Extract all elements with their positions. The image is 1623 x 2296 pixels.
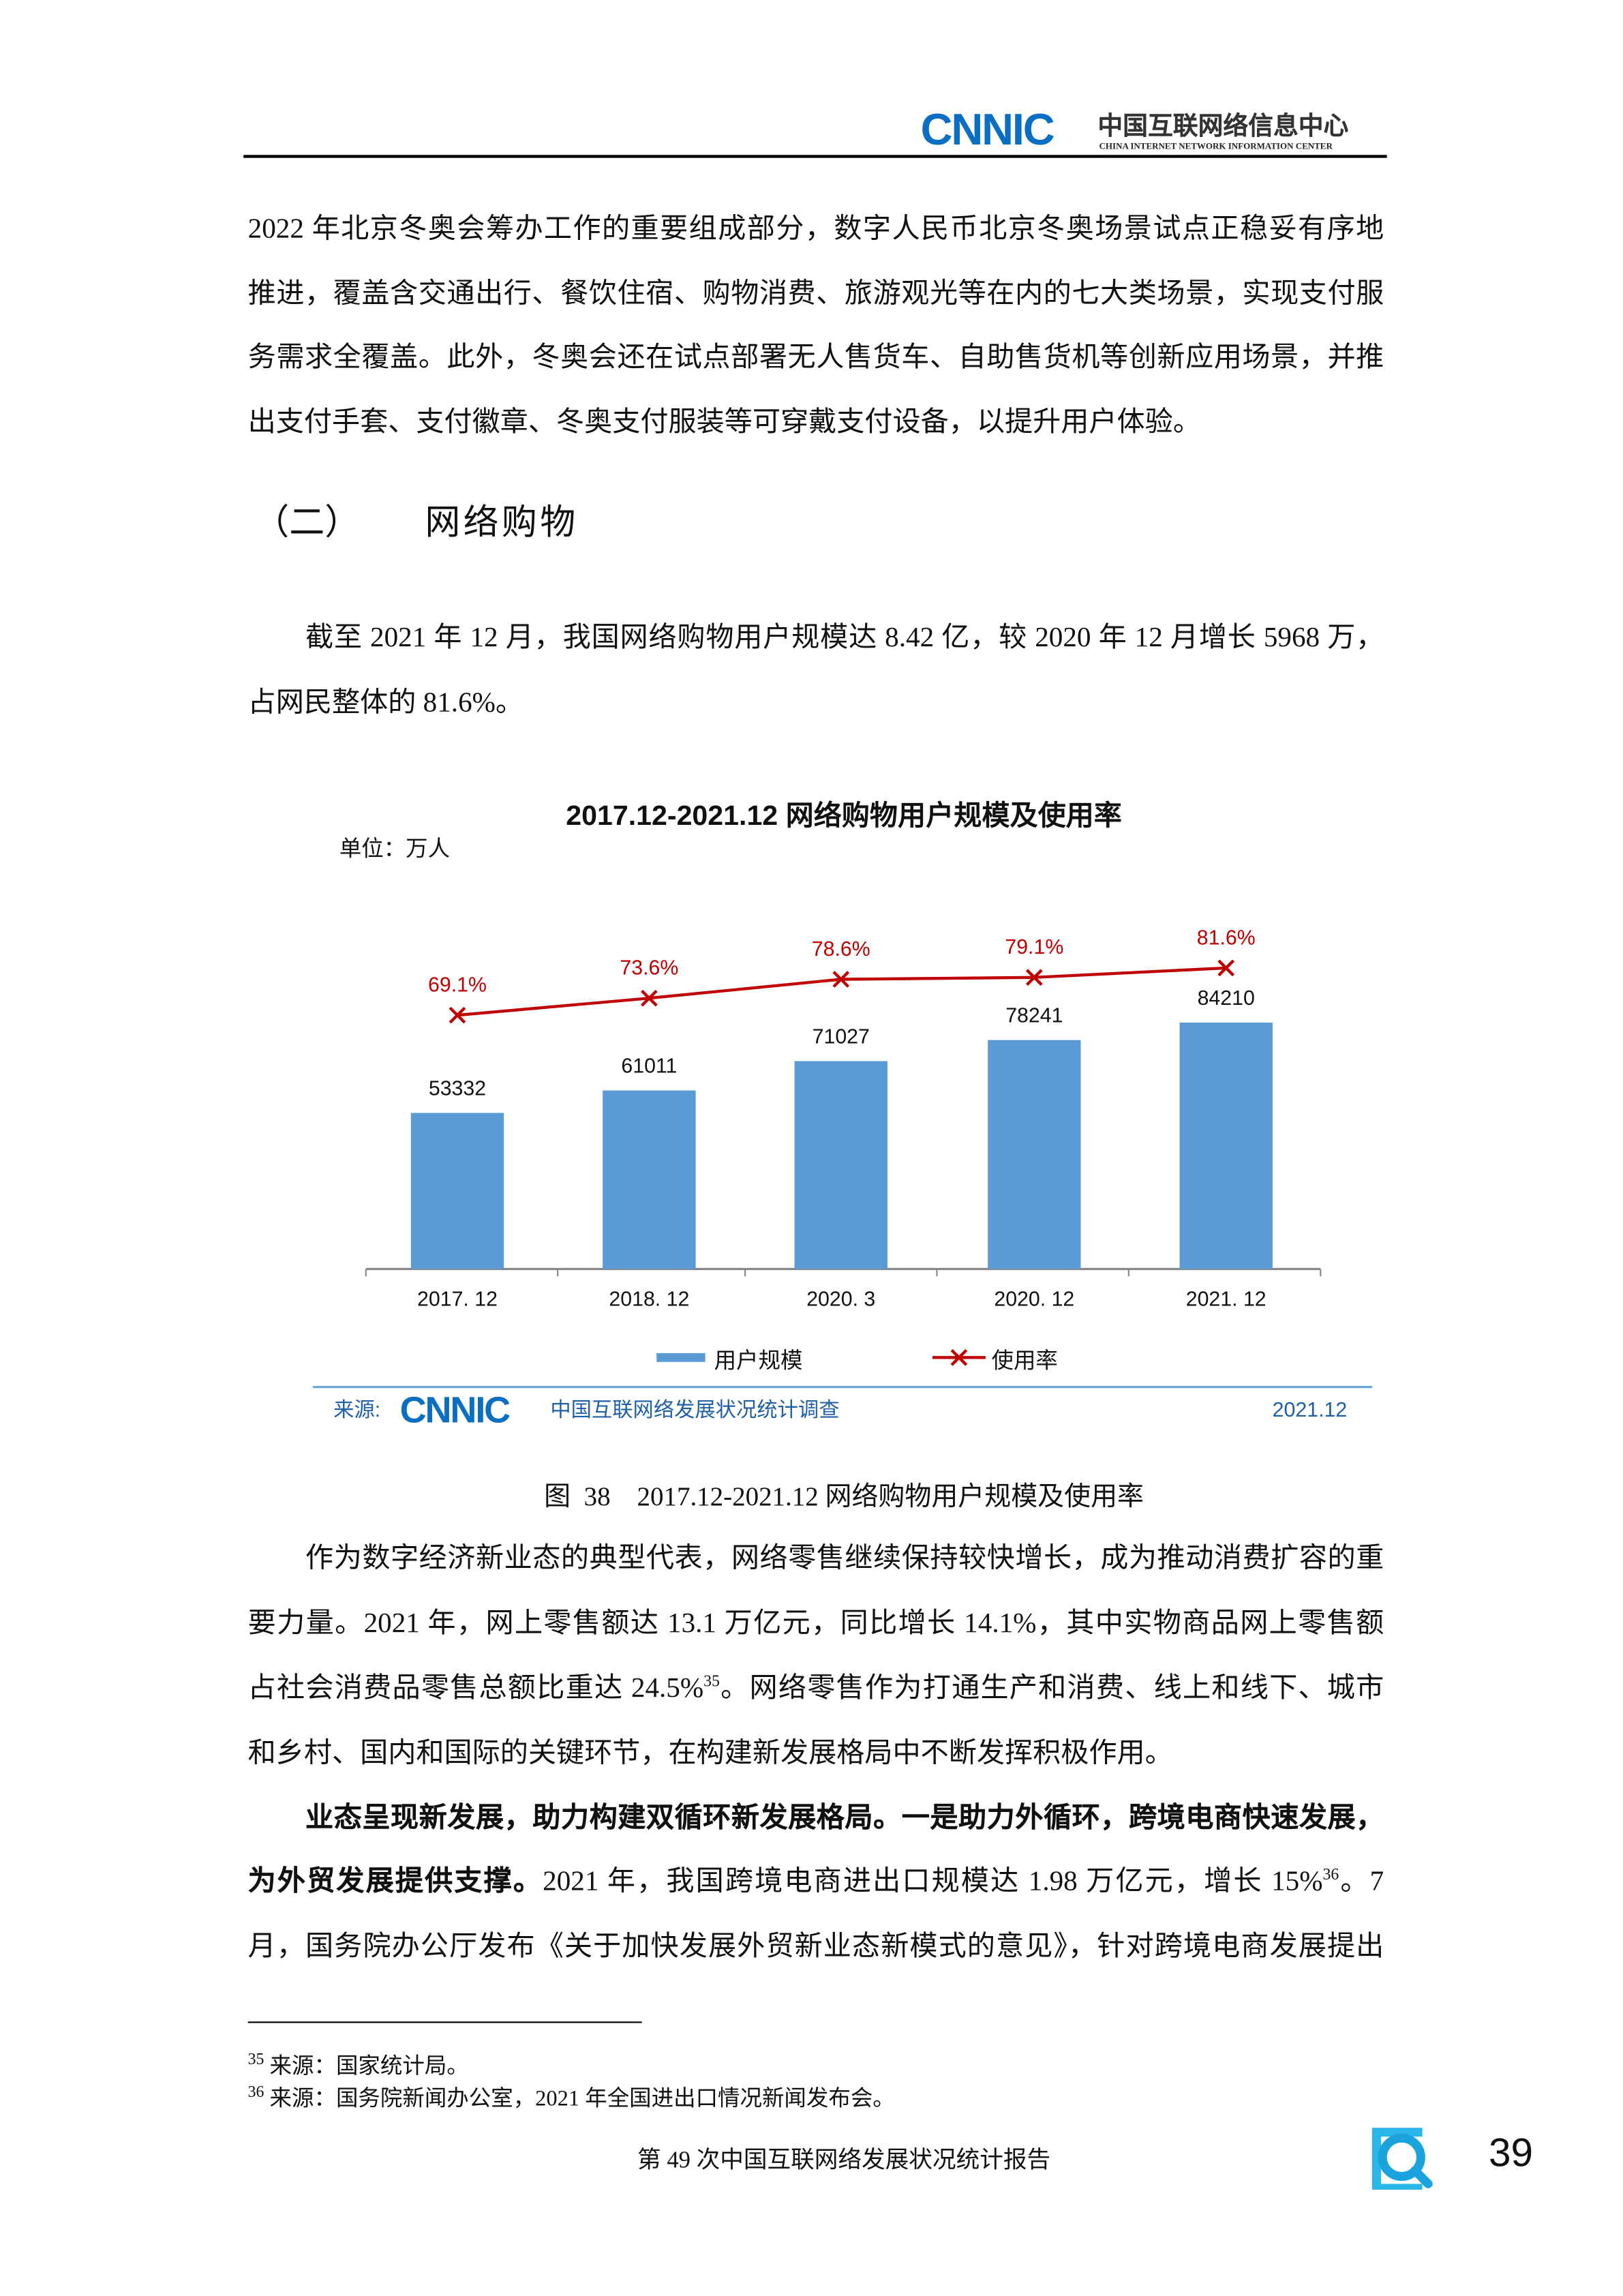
para1-line: 务需求全覆盖。此外，冬奥会还在试点部署无人售货车、自助售货机等创新应用场景，并推	[247, 342, 1384, 374]
legend-marker	[950, 1348, 968, 1366]
footer-report-title: 第 49 次中国互联网络发展状况统计报告	[637, 2148, 1051, 2174]
para1-line: 推进，覆盖含交通出行、餐饮住宿、购物消费、旅游观光等在内的七大类场景，实现支付服	[247, 279, 1384, 310]
rate-label: 69.1%	[428, 974, 487, 997]
bar	[603, 1090, 696, 1269]
legend-swatch-bar	[656, 1353, 706, 1362]
org-name-en: CHINA INTERNET NETWORK INFORMATION CENTE…	[1099, 142, 1333, 152]
source-text: 中国互联网络发展状况统计调查	[550, 1398, 839, 1421]
para4-line: 月，国务院办公厅发布《关于加快发展外贸新业态新模式的意见》，针对跨境电商发展提出	[247, 1931, 1384, 1963]
source-label: 来源:	[333, 1398, 380, 1421]
bar	[988, 1040, 1081, 1269]
chart-unit: 单位：万人	[339, 836, 450, 860]
legend-label: 用户规模	[714, 1348, 803, 1372]
para4-line: 业态呈现新发展，助力构建双循环新发展格局。一是助力外循环，跨境电商快速发展，	[305, 1803, 1384, 1834]
footnote-text: 来源：国家统计局。	[269, 2055, 469, 2079]
source-date: 2021.12	[1273, 1399, 1348, 1421]
section-number: （二）	[254, 504, 361, 543]
rate-label: 73.6%	[620, 957, 678, 980]
bar	[410, 1113, 504, 1269]
rate-line	[457, 966, 1226, 1017]
legend-label: 使用率	[992, 1348, 1058, 1372]
para3-line: 占社会消费品零售总额比重达 24.5%35。网络零售作为打通生产和消费、线上和线…	[248, 1672, 1384, 1707]
para3-line: 要力量。2021 年，网上零售额达 13.1 万亿元，同比增长 14.1%，其中…	[247, 1608, 1384, 1640]
x-tick-label: 2021. 12	[1186, 1288, 1266, 1311]
para4-line: 为外贸发展提供支撑。2021 年，我国跨境电商进出口规模达 1.98 万亿元，增…	[248, 1865, 1384, 1901]
text: 2021 年，我国跨境电商进出口规模达 1.98 万亿元，增长 15%	[543, 1867, 1323, 1898]
rate-label: 81.6%	[1197, 926, 1256, 949]
rate-marker	[1217, 959, 1235, 977]
rate-marker	[641, 989, 658, 1007]
bar-label: 78241	[1005, 1005, 1063, 1027]
footnote: 35 来源：国家统计局。	[247, 2051, 469, 2081]
bar-label: 84210	[1198, 987, 1255, 1010]
text: 。网络零售作为打通生产和消费、线上和线下、城市	[719, 1673, 1384, 1704]
footnote-ref[interactable]: 35	[703, 1672, 720, 1691]
bold-text: 为外贸发展提供支撑。	[247, 1867, 543, 1898]
bar-label: 71027	[813, 1026, 870, 1048]
text: 。7	[1339, 1867, 1384, 1898]
chart-title: 2017.12-2021.12 网络购物用户规模及使用率	[566, 800, 1122, 831]
footnote-text: 来源：国务院新闻办公室，2021 年全国进出口情况新闻发布会。	[269, 2087, 895, 2112]
x-tick-label: 2020. 12	[994, 1288, 1074, 1311]
rate-marker	[832, 971, 850, 988]
section-title: 网络购物	[425, 504, 579, 543]
para2-line: 占网民整体的 81.6%。	[247, 687, 524, 719]
footnote-number: 35	[247, 2051, 264, 2069]
source-logo: CNNIC	[400, 1390, 511, 1431]
x-tick-label: 2017. 12	[417, 1288, 498, 1311]
page-number: 39	[1488, 2130, 1534, 2175]
cnnic-logo: CNNIC	[920, 106, 1055, 155]
bar	[794, 1061, 888, 1269]
footnote-ref[interactable]: 36	[1322, 1866, 1339, 1884]
header-divider	[243, 155, 1387, 158]
text: 占社会消费品零售总额比重达 24.5%	[247, 1673, 704, 1704]
x-tick-label: 2018. 12	[609, 1288, 689, 1311]
rate-marker	[449, 1006, 466, 1024]
para3-line: 作为数字经济新业态的典型代表，网络零售继续保持较快增长，成为推动消费扩容的重	[305, 1543, 1384, 1575]
para1-line: 出支付手套、支付徽章、冬奥支付服装等可穿戴支付设备，以提升用户体验。	[247, 407, 1201, 438]
rate-marker	[1025, 969, 1043, 986]
figure-caption: 图 38 2017.12-2021.12 网络购物用户规模及使用率	[544, 1481, 1144, 1511]
para2-line: 截至 2021 年 12 月，我国网络购物用户规模达 8.42 亿，较 2020…	[305, 622, 1384, 654]
x-tick-label: 2020. 3	[806, 1288, 875, 1311]
bar	[1179, 1022, 1273, 1269]
para1-line: 2022 年北京冬奥会筹办工作的重要组成部分，数字人民币北京冬奥场景试点正稳妥有…	[247, 213, 1384, 245]
bar-label: 61011	[621, 1055, 677, 1078]
rate-label: 79.1%	[1005, 936, 1063, 958]
search-e-icon	[1371, 2128, 1433, 2190]
footnote-divider	[247, 2021, 642, 2023]
bar-label: 53332	[429, 1078, 486, 1100]
footnote-number: 36	[247, 2083, 264, 2102]
org-name-cn: 中国互联网络信息中心	[1097, 112, 1349, 140]
rate-label: 78.6%	[812, 938, 870, 961]
para3-line: 和乡村、国内和国际的关键环节，在构建新发展格局中不断发挥积极作用。	[247, 1738, 1173, 1770]
footnote: 36 来源：国务院新闻办公室，2021 年全国进出口情况新闻发布会。	[248, 2084, 895, 2113]
